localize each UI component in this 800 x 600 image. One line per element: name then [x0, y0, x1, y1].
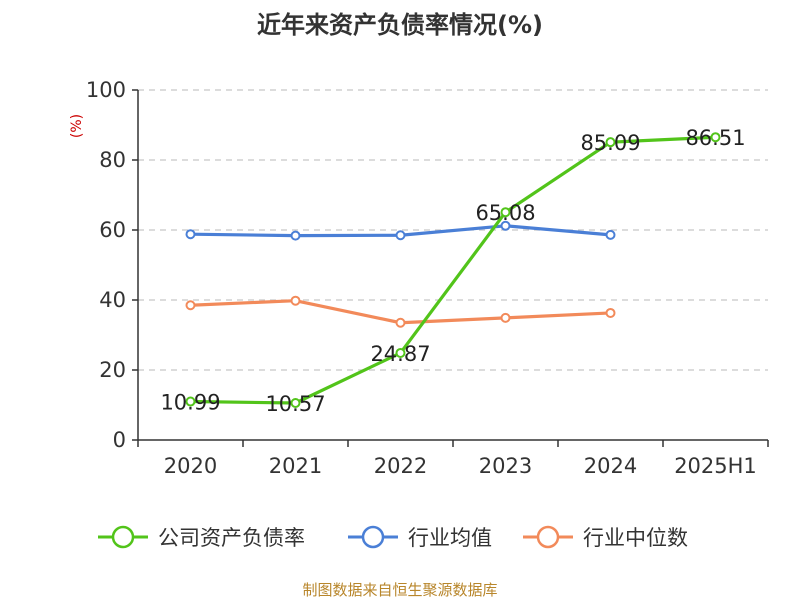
y-tick-label: 0 [113, 428, 126, 452]
y-tick-label: 100 [86, 78, 126, 102]
data-point [395, 230, 406, 241]
data-label: 65.08 [475, 201, 535, 225]
x-tick-labels: 2020 2021 2022 2023 2024 2025H1 [164, 454, 757, 478]
axes [132, 89, 769, 447]
legend-marker [361, 525, 385, 549]
series-line [190, 135, 716, 405]
data-label: 85.09 [580, 131, 640, 155]
data-point [605, 229, 616, 240]
y-tick-label: 20 [99, 358, 126, 382]
source-note: 制图数据来自恒生聚源数据库 [302, 581, 497, 599]
x-tick-label: 2020 [164, 454, 217, 478]
data-point [185, 229, 196, 240]
legend: 公司资产负债率 行业均值 行业中位数 [98, 525, 688, 550]
y-axis-label: (%) [69, 114, 85, 138]
data-point [290, 398, 301, 409]
data-point [605, 307, 616, 318]
data-point [290, 295, 301, 306]
data-labels: 10.99 10.57 24.87 65.08 85.09 86.51 [160, 126, 745, 416]
x-tick-label: 2021 [269, 454, 322, 478]
y-tick-labels: 0 20 40 60 80 100 [86, 78, 126, 452]
x-tick-label: 2024 [584, 454, 637, 478]
legend-label: 公司资产负债率 [158, 526, 305, 550]
legend-marker [111, 525, 135, 549]
grid-lines [138, 89, 768, 371]
data-label: 24.87 [370, 342, 430, 366]
data-point [500, 207, 511, 218]
legend-label: 行业中位数 [583, 526, 688, 550]
chart-title: 近年来资产负债率情况(%) [257, 11, 543, 39]
data-point [605, 137, 616, 148]
x-tick-label: 2023 [479, 454, 532, 478]
data-point [395, 317, 406, 328]
data-point [395, 347, 406, 358]
x-tick-label: 2025H1 [674, 454, 757, 478]
y-tick-label: 60 [99, 218, 126, 242]
data-point [500, 312, 511, 323]
data-label: 86.51 [685, 126, 745, 150]
data-point [185, 300, 196, 311]
data-label: 10.99 [160, 391, 220, 415]
y-tick-label: 40 [99, 288, 126, 312]
legend-label: 行业均值 [408, 526, 492, 550]
data-label: 10.57 [265, 392, 325, 416]
data-point [500, 220, 511, 231]
y-tick-label: 80 [99, 148, 126, 172]
x-tick-label: 2022 [374, 454, 427, 478]
data-point [710, 132, 721, 143]
legend-marker [536, 525, 560, 549]
data-point [185, 396, 196, 407]
series-group [185, 132, 721, 409]
data-point [290, 230, 301, 241]
